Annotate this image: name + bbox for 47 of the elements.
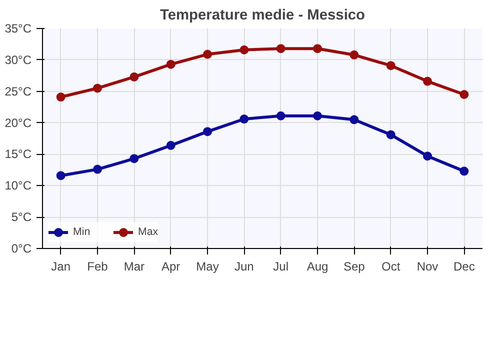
point <box>130 72 139 82</box>
x-tick-label: Nov <box>416 260 438 274</box>
point <box>240 45 249 54</box>
point <box>350 115 359 124</box>
y-tick-label: 0°C <box>11 242 32 256</box>
x-tick-label: Jun <box>234 260 254 274</box>
point <box>166 140 176 150</box>
y-tick-label: 15°C <box>4 147 32 162</box>
point <box>460 166 469 176</box>
legend-label: Min <box>73 226 92 238</box>
point <box>203 50 212 59</box>
y-tick-label: 5°C <box>11 210 32 224</box>
chart-title: Temperature medie - Messico <box>160 8 366 24</box>
point <box>276 44 286 54</box>
x-tick-label: Apr <box>161 260 180 274</box>
x-tick-label: Feb <box>87 260 108 274</box>
point <box>56 92 66 102</box>
point <box>386 61 396 70</box>
point <box>313 111 322 120</box>
x-tick-label: Jul <box>273 260 289 274</box>
x-tick-label: Mar <box>124 260 145 274</box>
point <box>423 152 432 161</box>
y-tick-label: 25°C <box>4 84 32 98</box>
point <box>240 114 249 124</box>
x-tick-label: Jan <box>51 260 71 274</box>
x-tick-label: Oct <box>382 260 401 274</box>
point <box>93 84 102 93</box>
point <box>423 76 432 86</box>
point <box>56 171 66 180</box>
point <box>350 50 359 60</box>
x-tick-label: Aug <box>306 260 328 274</box>
x-tick-label: Sep <box>343 260 366 274</box>
y-tick-label: 30°C <box>4 52 32 67</box>
legend-label: Max <box>138 226 158 238</box>
point <box>130 154 139 164</box>
point <box>460 90 469 99</box>
y-tick-label: 35°C <box>4 22 32 36</box>
point <box>203 127 212 136</box>
y-tick-label: 20°C <box>4 116 32 130</box>
point <box>166 60 176 69</box>
y-tick-label: 10°C <box>4 178 32 193</box>
point <box>276 111 286 120</box>
point <box>386 130 396 140</box>
point <box>313 44 322 54</box>
x-tick-label: May <box>196 260 219 274</box>
x-tick-label: Dec <box>453 260 475 274</box>
point <box>93 164 102 174</box>
